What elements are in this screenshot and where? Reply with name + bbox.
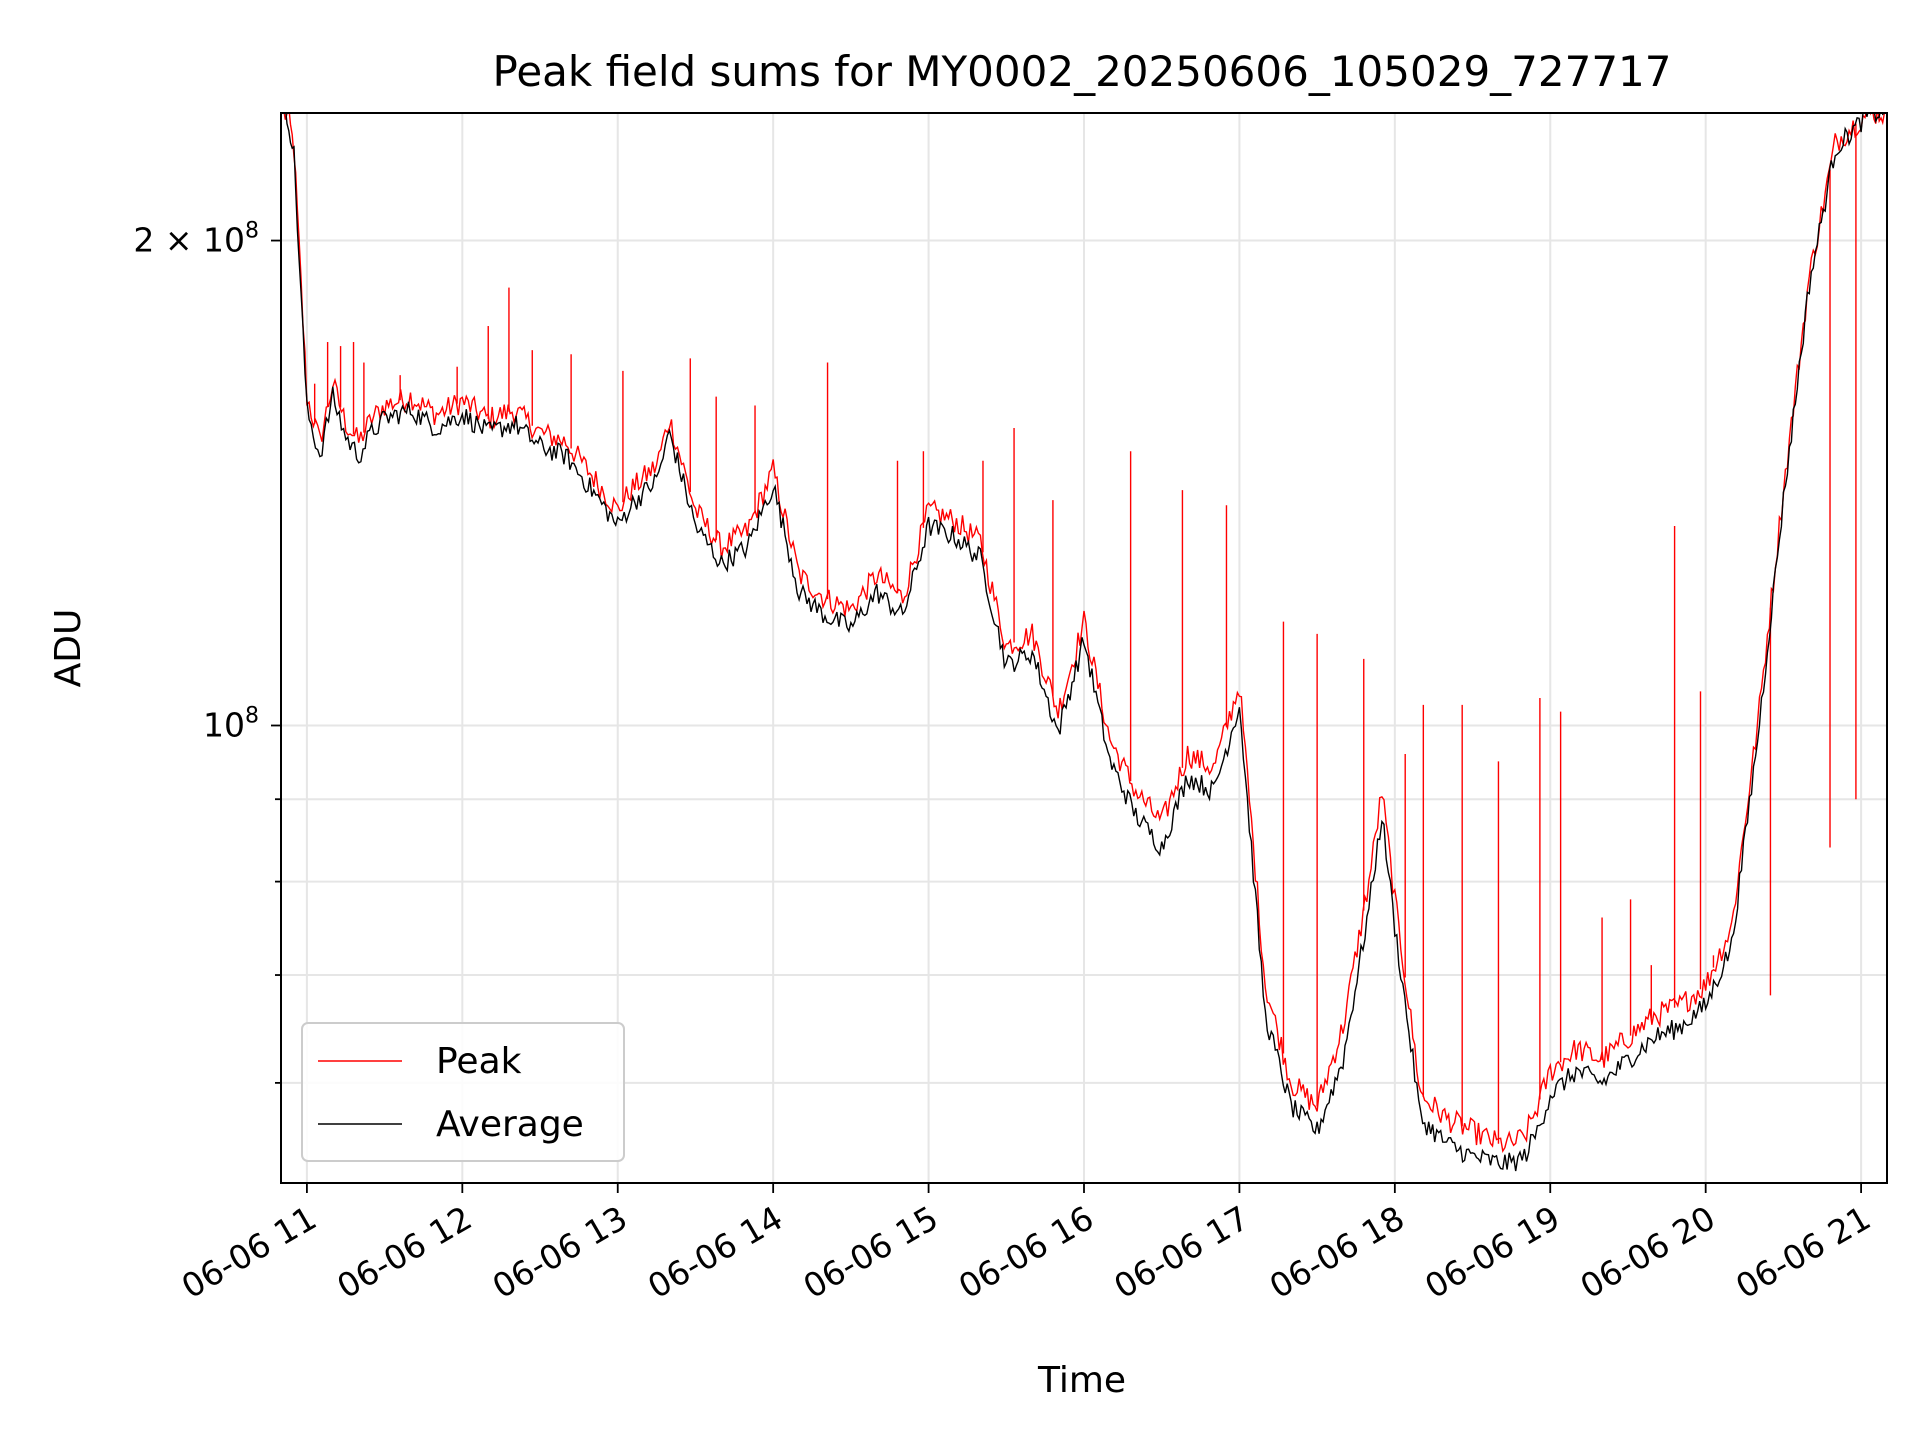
x-axis-title: Time — [1037, 1360, 1126, 1401]
series-line-peak — [283, 113, 1886, 1153]
series-layer — [283, 113, 1886, 1172]
series-line-average — [285, 113, 1885, 1172]
x-axis: 06-06 11 06-06 12 06-06 13 06-06 14 06-06 15… — [175, 1183, 1877, 1306]
x-tick-label: 06-06 12 — [330, 1198, 478, 1306]
y-axis: 108 2 × 108 — [133, 219, 281, 1084]
legend: Peak Average — [301, 1022, 625, 1162]
plot-area — [283, 113, 1886, 1172]
y-axis-title: ADU — [48, 609, 89, 688]
legend-label-peak: Peak — [436, 1041, 522, 1082]
y-tick-label: 2 × 108 — [133, 219, 259, 260]
legend-label-average: Average — [436, 1104, 584, 1145]
legend-box — [301, 1022, 625, 1162]
x-tick-label: 06-06 11 — [175, 1198, 323, 1306]
x-tick-label: 06-06 13 — [486, 1198, 634, 1306]
x-tick-label: 06-06 14 — [641, 1198, 789, 1306]
x-tick-label: 06-06 18 — [1263, 1198, 1411, 1306]
x-tick-label: 06-06 21 — [1729, 1198, 1877, 1306]
x-tick-label: 06-06 16 — [952, 1198, 1100, 1306]
y-tick-label: 108 — [203, 703, 259, 744]
x-tick-label: 06-06 19 — [1418, 1198, 1566, 1306]
x-tick-label: 06-06 15 — [797, 1198, 945, 1306]
x-tick-label: 06-06 17 — [1107, 1198, 1255, 1306]
x-tick-label: 06-06 20 — [1574, 1198, 1722, 1306]
chart-title: Peak field sums for MY0002_20250606_1050… — [492, 47, 1671, 96]
